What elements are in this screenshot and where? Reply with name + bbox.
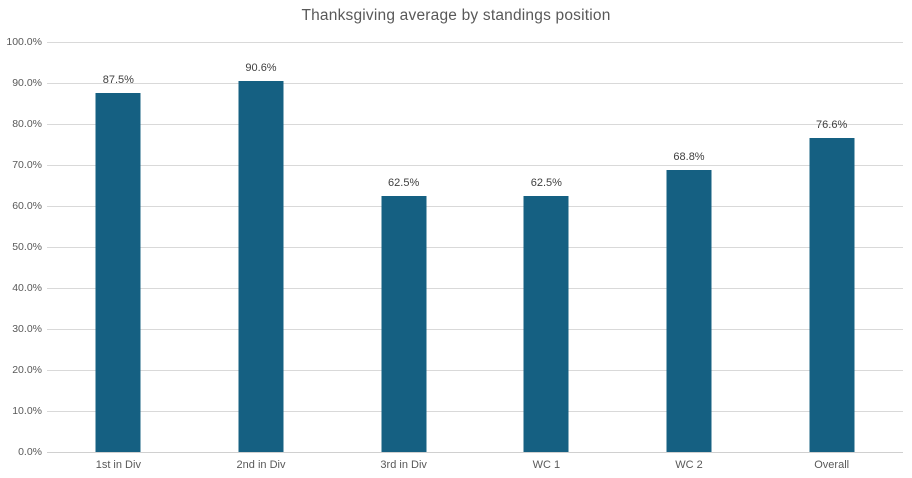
y-tick-label: 20.0% xyxy=(12,364,42,376)
y-tick-label: 10.0% xyxy=(12,405,42,417)
plot-area: 87.5% 90.6% 62.5% 62.5% 68.8% 76.6% xyxy=(47,42,903,453)
x-tick-label: 1st in Div xyxy=(95,459,141,471)
y-tick-label: 30.0% xyxy=(12,323,42,335)
bar-1st-in-div xyxy=(95,93,141,452)
y-tick-label: 50.0% xyxy=(12,241,42,253)
gridline xyxy=(47,452,903,453)
x-tick-label: 2nd in Div xyxy=(236,459,286,471)
y-tick-label: 0.0% xyxy=(18,446,42,458)
bar-overall xyxy=(809,137,855,452)
gridline xyxy=(47,124,903,125)
x-tick-label: 3rd in Div xyxy=(380,459,427,471)
y-tick-label: 100.0% xyxy=(6,36,42,48)
gridline xyxy=(47,42,903,43)
y-tick-label: 70.0% xyxy=(12,159,42,171)
x-axis: 1st in Div 2nd in Div 3rd in Div WC 1 WC 2 Ov… xyxy=(47,459,903,475)
bar-value-label: 87.5% xyxy=(102,74,134,87)
bar-value-label: 90.6% xyxy=(245,61,277,74)
y-tick-label: 90.0% xyxy=(12,77,42,89)
bar-3rd-in-div xyxy=(381,195,427,452)
gridline xyxy=(47,83,903,84)
bar-wc-2 xyxy=(666,169,712,452)
bar-value-label: 62.5% xyxy=(530,176,562,189)
x-tick-label: Overall xyxy=(814,459,850,471)
bar-wc-1 xyxy=(523,195,569,452)
gridline xyxy=(47,165,903,166)
x-tick-label: WC 1 xyxy=(532,459,561,471)
gridline xyxy=(47,411,903,412)
gridline xyxy=(47,370,903,371)
bar-value-label: 68.8% xyxy=(673,150,705,163)
bar-value-label: 62.5% xyxy=(388,176,420,189)
y-tick-label: 60.0% xyxy=(12,200,42,212)
x-tick-label: WC 2 xyxy=(675,459,703,471)
gridline xyxy=(47,247,903,248)
y-axis: 0.0% 10.0% 20.0% 30.0% 40.0% 50.0% 60.0% 70.0% 8… xyxy=(0,36,42,458)
bar-2nd-in-div xyxy=(238,80,284,452)
y-tick-label: 80.0% xyxy=(12,118,42,130)
gridline xyxy=(47,329,903,330)
y-tick-label: 40.0% xyxy=(12,282,42,294)
gridline xyxy=(47,288,903,289)
gridline xyxy=(47,206,903,207)
bar-value-label: 76.6% xyxy=(816,118,848,131)
chart-title: Thanksgiving average by standings positi… xyxy=(301,7,611,24)
